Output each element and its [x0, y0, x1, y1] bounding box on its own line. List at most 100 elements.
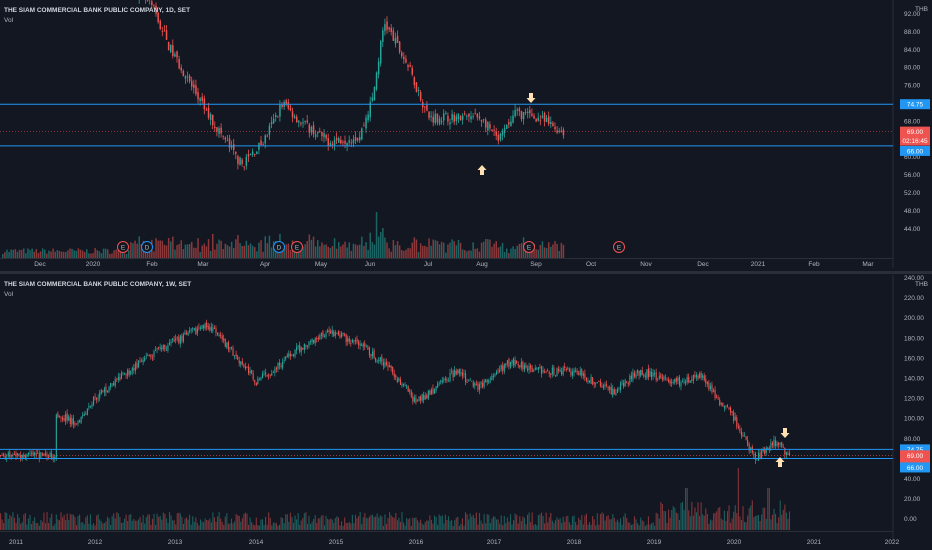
dividend-marker[interactable]: D: [273, 241, 285, 253]
volume-bar: [266, 243, 269, 258]
volume-bar: [216, 243, 218, 258]
candle: [275, 366, 277, 373]
candle-body: [731, 411, 733, 413]
volume-bar: [285, 244, 287, 258]
volume-bar: [289, 249, 292, 258]
volume-bar: [350, 250, 353, 258]
price-axis[interactable]: 92.0088.0084.0080.0076.0072.0068.0064.00…: [904, 11, 921, 233]
volume-bar: [104, 248, 107, 258]
candle-body: [747, 439, 749, 445]
candle: [511, 359, 513, 367]
candle: [149, 0, 151, 5]
price-axis[interactable]: 240.00220.00200.00180.00160.00140.00120.…: [904, 275, 924, 523]
candle-body: [550, 122, 552, 124]
candle: [313, 339, 315, 344]
volume-bar: [100, 253, 103, 258]
volume-bar: [198, 525, 200, 530]
candle: [451, 367, 453, 375]
candle-body: [184, 76, 187, 79]
candle-body: [356, 338, 358, 343]
candle-body: [239, 157, 241, 166]
candle-body: [369, 101, 371, 118]
candle-body: [573, 369, 575, 373]
candle: [541, 110, 544, 119]
candle: [440, 379, 442, 385]
candle-body: [162, 344, 164, 350]
volume-bar: [545, 248, 548, 258]
volume-bar: [382, 228, 384, 258]
volume-bar: [300, 248, 302, 258]
volume-bar: [102, 523, 104, 530]
volume-bar: [688, 510, 690, 530]
candle: [666, 377, 668, 382]
candle-body: [461, 115, 464, 120]
candle: [292, 353, 295, 358]
volume-bar: [241, 246, 243, 258]
volume-bar: [422, 245, 424, 258]
candle: [646, 369, 648, 380]
pane-separator[interactable]: [0, 271, 932, 274]
time-axis[interactable]: 2011 2012 2013 2014 2015 2016 2017 2018 2019 2020…: [9, 539, 900, 546]
up-arrow-icon[interactable]: [477, 165, 487, 175]
earnings-marker[interactable]: E: [523, 241, 535, 253]
volume-bar: [212, 512, 214, 530]
volume-bar: [308, 234, 311, 258]
candle-body: [361, 128, 363, 140]
candle: [519, 364, 521, 370]
candle-body: [172, 338, 174, 341]
candle-body: [270, 122, 273, 125]
volume-bar: [157, 240, 159, 258]
candle-body: [551, 367, 553, 375]
volume-bar: [621, 524, 623, 530]
time-axis[interactable]: Dec 2020 Feb Mar Apr May Jun Jul Aug Sep Oct Nov Dec…: [34, 261, 874, 268]
volume-bar: [660, 502, 662, 530]
dividend-marker[interactable]: D: [141, 241, 153, 253]
candle-body: [615, 392, 617, 396]
candle-body: [12, 454, 14, 456]
down-arrow-icon[interactable]: [780, 428, 790, 438]
candle: [55, 413, 57, 461]
candle: [80, 416, 82, 424]
volume-bar: [512, 246, 514, 258]
volume-bar: [319, 246, 321, 258]
candle: [170, 339, 172, 347]
candle: [156, 347, 158, 354]
up-arrow-icon[interactable]: [775, 457, 785, 467]
candle: [319, 333, 321, 340]
candle: [734, 412, 736, 422]
volume-bar: [14, 249, 17, 258]
event-letter: D: [277, 245, 282, 252]
volume-bar: [9, 514, 11, 530]
candle: [328, 326, 330, 337]
volume-bar: [163, 244, 166, 258]
candle: [615, 388, 617, 396]
candle-body: [449, 372, 451, 382]
time-tick-label: Oct: [586, 261, 596, 268]
earnings-marker[interactable]: E: [291, 241, 303, 253]
volume-bar: [142, 514, 144, 530]
volume-bar: [435, 517, 437, 530]
volume-bar: [88, 253, 90, 258]
candle-body: [279, 362, 281, 366]
earnings-marker[interactable]: E: [613, 241, 625, 253]
volume-bar: [356, 245, 359, 258]
volume-bar: [495, 241, 497, 258]
candle: [306, 344, 308, 350]
candle-body: [567, 367, 569, 370]
volume-bar: [396, 241, 399, 258]
candle: [363, 122, 365, 127]
earnings-marker[interactable]: E: [117, 241, 129, 253]
candle-body: [26, 454, 28, 457]
candle: [243, 363, 245, 369]
volume-bar: [779, 500, 781, 530]
candle: [189, 327, 191, 334]
volume-bar: [317, 240, 319, 258]
candle-body: [382, 30, 384, 42]
volume-bar: [663, 510, 665, 530]
volume-bar: [274, 522, 276, 530]
down-arrow-icon[interactable]: [526, 93, 536, 103]
candle-body: [751, 446, 753, 454]
volume-bar: [539, 244, 542, 258]
